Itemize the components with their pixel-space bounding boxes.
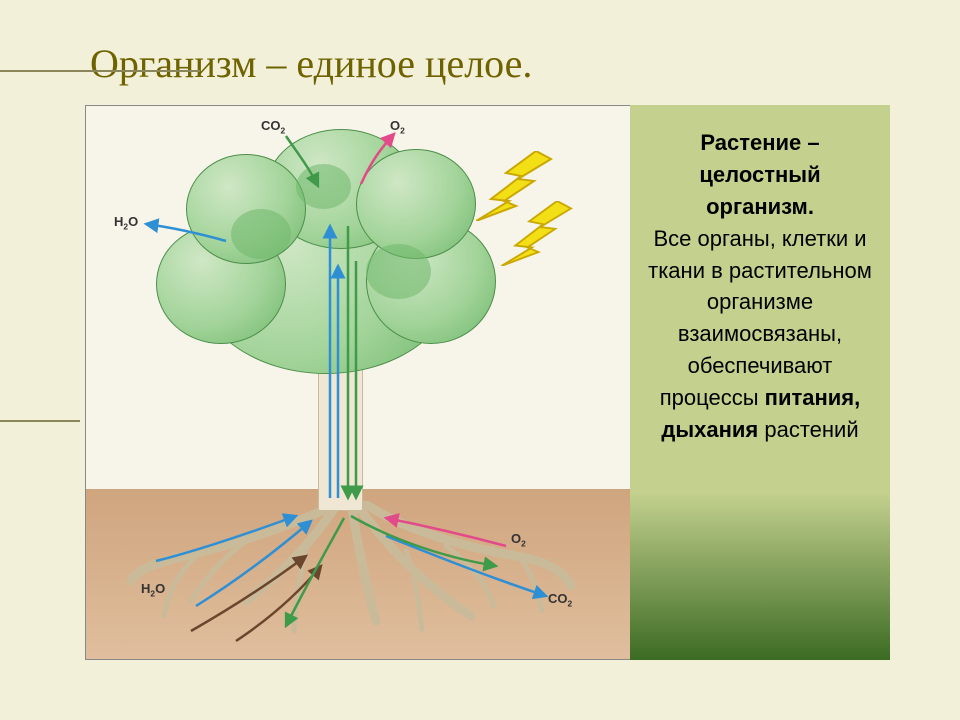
flow-arrows <box>86 106 631 661</box>
plant-diagram: CO2 O2 H2O H2O O2 CO2 <box>85 105 630 660</box>
content-area: CO2 O2 H2O H2O O2 CO2 Растение – целостн… <box>85 105 890 660</box>
label-co2-bottom: CO2 <box>548 591 572 609</box>
mid-rule <box>0 420 80 422</box>
title-rule <box>0 70 200 72</box>
label-o2-bottom: O2 <box>511 531 526 549</box>
panel-lead: Растение – целостный организм. <box>699 130 820 219</box>
label-co2-top: CO2 <box>261 118 285 136</box>
page-title: Организм – единое целое. <box>90 40 910 87</box>
label-o2-top: O2 <box>390 118 405 136</box>
panel-body-post: растений <box>764 417 858 442</box>
label-h2o-top: H2O <box>114 214 138 232</box>
slide: Организм – единое целое. <box>0 0 960 720</box>
panel-body-pre: Все органы, клетки и ткани в растительно… <box>648 226 872 410</box>
label-h2o-bottom: H2O <box>141 581 165 599</box>
text-panel: Растение – целостный организм. Все орган… <box>630 105 890 660</box>
